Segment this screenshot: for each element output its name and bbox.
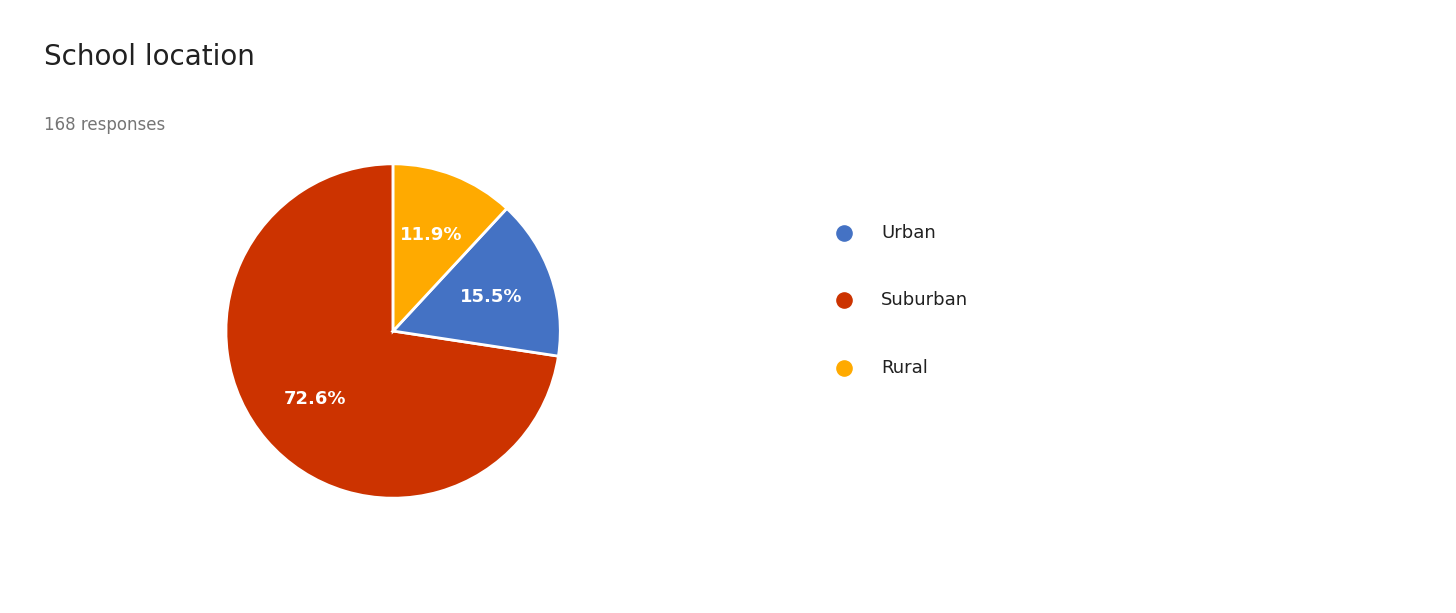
Point <box>833 363 856 373</box>
Text: 15.5%: 15.5% <box>460 288 523 306</box>
Point <box>833 228 856 238</box>
Point <box>833 295 856 305</box>
Wedge shape <box>393 208 561 356</box>
Wedge shape <box>393 164 507 331</box>
Text: 72.6%: 72.6% <box>284 390 345 408</box>
Text: 11.9%: 11.9% <box>400 226 462 243</box>
Text: School location: School location <box>44 43 255 71</box>
Text: Rural: Rural <box>881 359 927 377</box>
Wedge shape <box>226 164 559 498</box>
Text: Suburban: Suburban <box>881 291 968 310</box>
Text: 168 responses: 168 responses <box>44 116 165 134</box>
Text: Urban: Urban <box>881 224 936 242</box>
